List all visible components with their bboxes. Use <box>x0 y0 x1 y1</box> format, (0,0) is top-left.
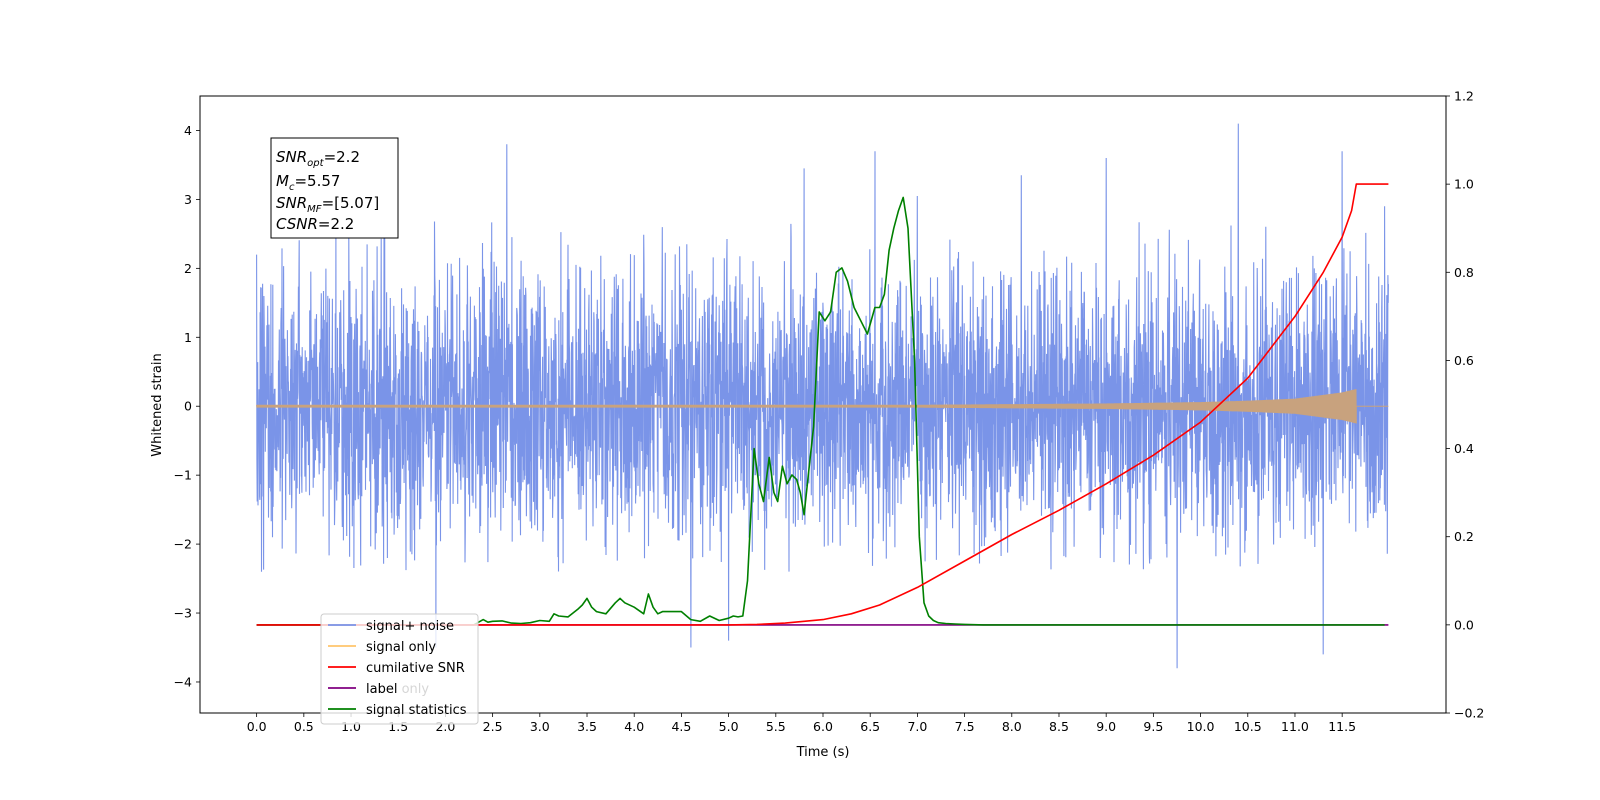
legend-label: label <box>366 682 397 697</box>
x-tick-label: 6.0 <box>813 719 833 734</box>
y-right-tick-label: 0.2 <box>1454 529 1474 544</box>
x-tick-label: 7.5 <box>955 719 975 734</box>
x-tick-label: 4.0 <box>624 719 644 734</box>
series-signal-statistics <box>256 196 1385 626</box>
legend: signal+ noise signal only cumilative SNR… <box>320 613 479 725</box>
annotation-line-snr-opt: SNRopt=2.2 <box>276 148 360 169</box>
y-left-tick-label: −3 <box>174 606 192 621</box>
legend-item-signal-noise: signal+ noise <box>328 619 454 634</box>
x-tick-label: 3.5 <box>577 719 597 734</box>
y-left-tick-label: 2 <box>184 261 192 276</box>
x-tick-label: 11.0 <box>1281 719 1309 734</box>
legend-label: signal+ noise <box>366 619 454 634</box>
y-right-tick-label: 1.0 <box>1454 177 1474 192</box>
x-tick-label: 7.0 <box>907 719 927 734</box>
x-tick-label: 0.5 <box>294 719 314 734</box>
legend-item-signal-statistics: signal statistics <box>328 703 467 718</box>
plot-area <box>256 123 1389 669</box>
legend-frame <box>320 613 479 725</box>
legend-item-label: label only label <box>328 681 429 697</box>
x-tick-label: 2.5 <box>483 719 503 734</box>
legend-item-cumulative-snr: cumilative SNR <box>328 661 465 676</box>
y-right-axis-ticks: 1.2 1.0 0.8 0.6 0.4 0.2 0.0 −0.2 <box>1446 89 1484 721</box>
x-tick-label: 10.5 <box>1234 719 1262 734</box>
annotation-line-mc: Mc=5.57 <box>276 172 340 193</box>
x-tick-label: 11.5 <box>1328 719 1356 734</box>
y-left-axis-ticks: 4 3 2 1 0 −1 −2 −3 −4 <box>174 123 200 689</box>
legend-label: signal only <box>366 640 436 655</box>
y-right-tick-label: 0.4 <box>1454 441 1474 456</box>
annotation-line-snr-mf: SNRMF=[5.07] <box>276 194 379 215</box>
y-left-tick-label: 3 <box>184 192 192 207</box>
y-left-tick-label: −4 <box>174 674 192 689</box>
y-left-tick-label: −2 <box>174 537 192 552</box>
annotation-frame <box>270 137 399 239</box>
y-right-tick-label: −0.2 <box>1454 706 1484 721</box>
x-tick-label: 6.5 <box>860 719 880 734</box>
x-tick-label: 9.0 <box>1096 719 1116 734</box>
series-cumilative-snr <box>256 183 1389 626</box>
y-left-tick-label: −1 <box>174 468 192 483</box>
x-tick-label: 5.5 <box>766 719 786 734</box>
x-tick-label: 9.5 <box>1143 719 1163 734</box>
x-tick-label: 4.5 <box>671 719 691 734</box>
x-tick-label: 8.0 <box>1002 719 1022 734</box>
y-left-tick-label: 1 <box>184 330 192 345</box>
x-tick-label: 5.0 <box>719 719 739 734</box>
legend-label: cumilative SNR <box>366 661 465 676</box>
y-right-tick-label: 1.2 <box>1454 89 1474 104</box>
y-right-tick-label: 0.6 <box>1454 353 1474 368</box>
series-signal-noise <box>256 123 1389 669</box>
x-tick-label: 3.0 <box>530 719 550 734</box>
y-left-tick-label: 4 <box>184 123 192 138</box>
annotation-line-csnr: CSNR=2.2 <box>276 215 354 233</box>
x-tick-label: 10.0 <box>1187 719 1215 734</box>
x-axis-label: Time (s) <box>796 745 850 760</box>
stats-annotation-box: SNRopt=2.2 Mc=5.57 SNRMF=[5.07] CSNR=2.2 <box>270 137 399 239</box>
y-left-tick-label: 0 <box>184 399 192 414</box>
legend-item-signal-only: signal only <box>328 640 436 655</box>
x-tick-label: 0.0 <box>247 719 267 734</box>
x-tick-label: 8.5 <box>1049 719 1069 734</box>
y-right-tick-label: 0.0 <box>1454 617 1474 632</box>
series-signal-only <box>256 389 1389 424</box>
y-right-tick-label: 0.8 <box>1454 265 1474 280</box>
legend-label: signal statistics <box>366 703 467 718</box>
y-left-axis-label: Whitened strain <box>150 353 165 456</box>
